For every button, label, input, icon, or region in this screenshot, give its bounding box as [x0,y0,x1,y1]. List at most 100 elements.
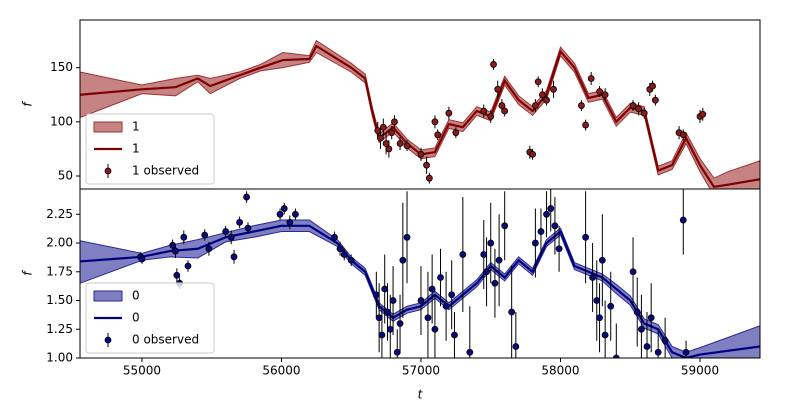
y-tick-label: 150 [50,60,73,74]
observed-point [661,337,669,345]
observed-point [276,210,284,218]
observed-point [601,91,609,99]
observed-point [654,348,662,356]
observed-point [587,75,595,82]
observed-point [640,109,648,117]
y-tick-label: 2.25 [46,207,73,221]
observed-point [531,102,539,109]
observed-point [699,110,707,118]
observed-point [428,285,436,293]
observed-point [501,107,509,115]
observed-point [372,291,380,299]
observed-point [601,331,609,339]
observed-point [375,314,383,322]
plot-area [80,39,760,189]
observed-point [629,268,637,276]
observed-point [377,134,384,142]
observed-point [403,233,411,241]
observed-point [201,231,209,239]
observed-point [543,210,550,218]
observed-point [431,118,439,126]
observed-point [423,161,430,169]
observed-point [336,245,344,253]
observed-point [227,233,235,241]
legend-swatch [93,290,123,302]
observed-point [466,348,474,356]
observed-point [382,140,390,147]
observed-point [452,129,460,137]
observed-point [378,331,386,339]
observed-point [578,102,585,109]
observed-point [480,251,488,258]
observed-point [374,127,382,134]
observed-point [172,247,179,255]
observed-point [512,343,520,350]
y-tick-label: 1.75 [46,264,73,278]
observed-point [598,256,606,264]
observed-point [534,78,542,86]
observed-point [243,193,250,201]
observed-point [551,222,559,230]
y-tick-label: 50 [58,169,73,183]
legend-label: 0 [132,289,140,303]
legend: 1 1 1 observed [85,113,215,185]
observed-point [286,218,294,226]
observed-point [393,348,401,356]
observed-point [138,255,146,263]
observed-point [280,205,288,212]
observed-point [651,96,659,104]
observed-point [442,302,450,310]
observed-point [679,131,687,139]
observed-point [582,233,590,241]
y-tick-label: 1.50 [46,293,73,307]
observed-point [531,239,539,247]
observed-point [483,268,490,276]
observed-point [501,222,509,230]
observed-point [537,228,545,235]
observed-point [425,174,433,182]
observed-point [451,331,458,339]
observed-point [633,308,641,316]
observed-point [173,271,181,279]
observed-point [508,308,516,316]
observed-point [649,82,656,90]
observed-point [399,256,407,264]
y-tick-label: 1.00 [46,351,73,365]
observed-point [635,105,643,113]
legend-label: 1 observed [132,164,199,178]
observed-point [498,102,506,109]
observed-point [403,142,411,150]
legend-marker [104,167,112,175]
observed-point [388,129,396,137]
observed-point [629,102,637,109]
model-line [80,44,760,189]
y-tick-label: 2.00 [46,236,73,250]
x-tick-label: 56000 [262,364,300,378]
observed-point [638,325,645,333]
observed-point [593,297,601,304]
observed-point [487,239,495,247]
observed-point [396,140,404,147]
observed-point [682,348,690,356]
legend: 0 0 0 observed [85,282,215,354]
observed-point [495,256,503,264]
observed-point [538,91,546,99]
observed-point [491,279,499,287]
observed-point [384,308,391,316]
observed-point [494,85,502,93]
observed-point [445,109,453,117]
x-tick-label: 57000 [402,364,440,378]
observed-point [647,314,655,322]
observed-point [434,131,442,139]
observed-point [386,325,394,333]
observed-point [543,96,550,104]
observed-point [424,314,432,322]
observed-point [389,297,397,304]
observed-point [230,253,238,261]
observed-point [547,205,555,212]
y-tick-label: 1.25 [46,322,73,336]
observed-point [331,233,338,241]
legend-marker [104,336,112,344]
observed-point [347,256,355,264]
